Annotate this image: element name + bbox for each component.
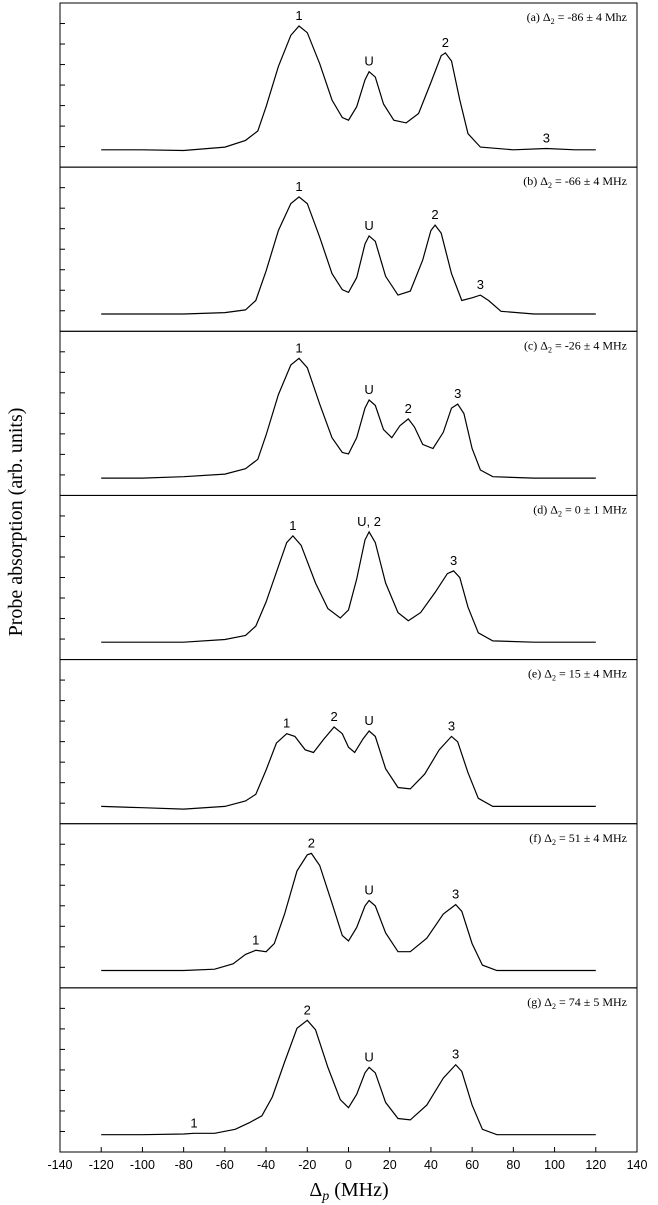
- panel-frame: [59, 823, 638, 989]
- peak-label: 1: [295, 179, 302, 194]
- panel-frame: [59, 987, 638, 1153]
- panel-b: 1 U 2 3 (b) Δ2 = -66 ± 4 MHz: [59, 166, 638, 332]
- peak-label: 1: [190, 1115, 197, 1130]
- peak-label: 1: [252, 932, 259, 947]
- peak-label: 2: [308, 835, 315, 850]
- x-tick-label: 20: [383, 1158, 397, 1172]
- x-tick-label: 40: [424, 1158, 438, 1172]
- absorption-trace: [101, 25, 596, 152]
- absorption-trace: [101, 852, 596, 972]
- absorption-trace: [101, 726, 596, 810]
- x-tick-label: 140: [627, 1158, 648, 1172]
- peak-label: 1: [295, 340, 302, 355]
- absorption-trace: [101, 530, 596, 643]
- x-tick-label: -80: [175, 1158, 193, 1172]
- peak-label: 2: [442, 35, 449, 50]
- panel-frame: [59, 2, 638, 168]
- panel-frame: [59, 659, 638, 825]
- peak-label: 3: [448, 718, 455, 733]
- x-tick-label: 120: [585, 1158, 606, 1172]
- panel-label: (e) Δ2 = 15 ± 4 MHz: [528, 667, 627, 683]
- panels-group: 1 U 2 3 (a) Δ2 = -86 ± 4 Mhz 1 U 2 3 (b) Δ2 = -66…: [59, 2, 638, 1153]
- y-axis-title: Probe absorption (arb. units): [5, 408, 27, 637]
- x-tick-label: 100: [544, 1158, 565, 1172]
- peak-label: U: [364, 218, 373, 233]
- panel-label: (a) Δ2 = -86 ± 4 Mhz: [527, 10, 627, 26]
- peak-label: 1: [289, 518, 296, 533]
- peak-label: 3: [452, 887, 459, 902]
- panel-label: (g) Δ2 = 74 ± 5 MHz: [527, 995, 627, 1011]
- peak-label: U, 2: [357, 514, 381, 529]
- panel-frame: [59, 166, 638, 332]
- panel-label: (d) Δ2 = 0 ± 1 MHz: [533, 502, 627, 518]
- peak-label: U: [364, 382, 373, 397]
- peak-label: 2: [330, 709, 337, 724]
- peak-label: U: [364, 713, 373, 728]
- panel-c: 1 U 2 3 (c) Δ2 = -26 ± 4 MHz: [59, 330, 638, 496]
- panel-a: 1 U 2 3 (a) Δ2 = -86 ± 4 Mhz: [59, 2, 638, 168]
- peak-label: 3: [450, 553, 457, 568]
- absorption-trace: [101, 196, 596, 315]
- peak-label: 2: [405, 401, 412, 416]
- x-tick-label: 80: [506, 1158, 520, 1172]
- x-tick-label: -40: [257, 1158, 275, 1172]
- panel-label: (f) Δ2 = 51 ± 4 MHz: [529, 831, 627, 847]
- x-axis-title: Δp (MHz): [309, 1179, 388, 1204]
- peak-label: 2: [304, 1002, 311, 1017]
- peak-label: 3: [543, 130, 550, 145]
- absorption-trace: [101, 357, 596, 479]
- peak-label: 2: [431, 207, 438, 222]
- x-tick-label: -20: [298, 1158, 316, 1172]
- peak-label: U: [364, 54, 373, 69]
- peak-label: 3: [454, 386, 461, 401]
- panel-frame: [59, 330, 638, 496]
- peak-label: 3: [452, 1047, 459, 1062]
- panel-f: 1 2 U 3 (f) Δ2 = 51 ± 4 MHz: [59, 823, 638, 989]
- peak-label: U: [364, 883, 373, 898]
- x-tick-label: -100: [130, 1158, 155, 1172]
- absorption-trace: [101, 1019, 596, 1136]
- panel-d: 1 U, 2 3 (d) Δ2 = 0 ± 1 MHz: [59, 494, 638, 661]
- panel-label: (b) Δ2 = -66 ± 4 MHz: [523, 174, 627, 190]
- panel-g: 1 2 U 3 (g) Δ2 = 74 ± 5 MHz: [59, 987, 638, 1153]
- x-tick-label: 60: [465, 1158, 479, 1172]
- peak-label: U: [364, 1049, 373, 1064]
- x-tick-label: -140: [47, 1158, 72, 1172]
- panel-label: (c) Δ2 = -26 ± 4 MHz: [524, 338, 627, 354]
- x-tick-label: -120: [89, 1158, 114, 1172]
- peak-label: 1: [283, 716, 290, 731]
- x-axis: -140 -120 -100 -80 -60 -40 -20 0 20 40 60 80 100 120 1…: [47, 1147, 647, 1172]
- x-tick-label: 0: [345, 1158, 352, 1172]
- panel-e: 1 2 U 3 (e) Δ2 = 15 ± 4 MHz: [59, 659, 638, 825]
- peak-label: 1: [295, 8, 302, 23]
- panel-frame: [59, 494, 638, 661]
- peak-label: 3: [477, 277, 484, 292]
- x-tick-label: -60: [216, 1158, 234, 1172]
